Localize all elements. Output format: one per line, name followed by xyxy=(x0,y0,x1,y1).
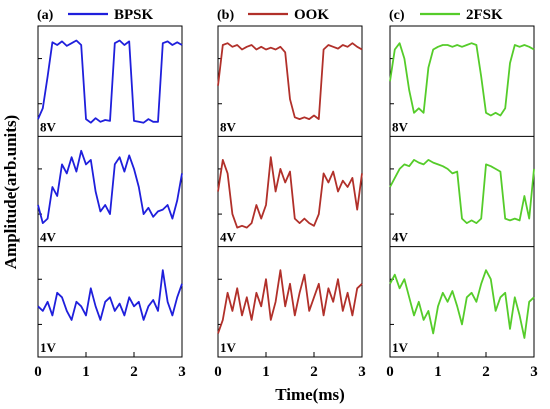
trace-4V xyxy=(217,156,363,229)
trace-label: 4V xyxy=(40,230,57,245)
trace-label: 1V xyxy=(392,340,409,355)
x-tick-label: 1 xyxy=(434,364,442,380)
trace-label: 8V xyxy=(392,119,409,134)
panel-label: (a) xyxy=(37,8,54,23)
trace-label: 1V xyxy=(220,340,237,355)
x-tick-label: 3 xyxy=(530,364,538,380)
x-axis-label: Time(ms) xyxy=(275,385,345,404)
trace-4V xyxy=(389,159,535,224)
x-tick-label: 3 xyxy=(178,364,186,380)
x-tick-label: 2 xyxy=(482,364,490,380)
x-tick-label: 0 xyxy=(34,364,42,380)
legend-label: BPSK xyxy=(114,7,154,23)
panel-frame xyxy=(389,25,535,358)
legend-label: 2FSK xyxy=(466,7,503,23)
x-tick-label: 2 xyxy=(130,364,138,380)
panel-1: 0 1 2 3 (a) BPSK 8V 4V 1V xyxy=(34,7,186,380)
trace-1V xyxy=(217,269,363,334)
x-tick-label: 3 xyxy=(358,364,366,380)
x-tick-label: 1 xyxy=(262,364,270,380)
trace-8V xyxy=(217,42,363,120)
panel-3: 0 1 2 3 (c) 2FSK 8V 4V 1V xyxy=(386,7,538,380)
trace-label: 1V xyxy=(40,340,57,355)
trace-label: 8V xyxy=(220,119,237,134)
trace-4V xyxy=(37,149,183,224)
x-tick-label: 0 xyxy=(214,364,222,380)
trace-label: 4V xyxy=(392,230,409,245)
legend-label: OOK xyxy=(294,7,329,23)
panel-2: 0 1 2 3 (b) OOK 8V 4V 1V xyxy=(214,7,366,380)
y-axis-label: Amplitude(arb.units) xyxy=(1,115,20,269)
x-tick-label: 2 xyxy=(310,364,318,380)
x-tick-label: 1 xyxy=(82,364,90,380)
trace-label: 8V xyxy=(40,119,57,134)
panel-label: (c) xyxy=(389,8,405,23)
trace-1V xyxy=(37,269,183,321)
x-tick-label: 0 xyxy=(386,364,394,380)
trace-1V xyxy=(389,269,535,339)
trace-8V xyxy=(389,42,535,117)
panels: 0 1 2 3 (a) BPSK 8V 4V 1V 0 1 2 3 (b) OOK 8V 4V 1V 0 1 2 3 (c)… xyxy=(34,7,538,380)
panel-frame xyxy=(217,25,363,358)
trace-label: 4V xyxy=(220,230,237,245)
trace-8V xyxy=(37,39,183,124)
panel-frame xyxy=(37,25,183,358)
panel-label: (b) xyxy=(217,8,234,23)
